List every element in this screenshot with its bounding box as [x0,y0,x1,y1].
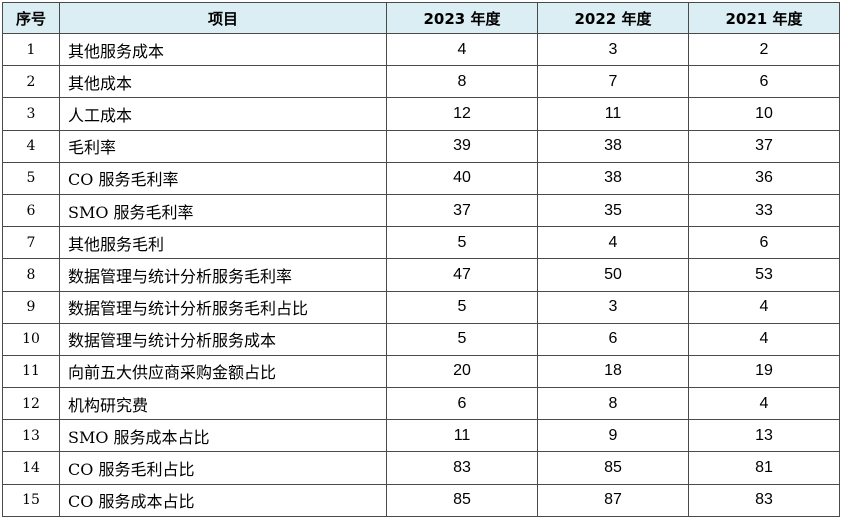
cell-seq: 7 [2,226,60,260]
cell-2022: 3 [537,32,689,67]
cell-item: 其他服务毛利 [59,226,387,260]
cell-item: SMO 服务成本占比 [59,419,387,453]
cell-2023: 5 [386,290,538,324]
cell-2021: 81 [688,451,840,485]
table-row: 6 SMO 服务毛利率 37 35 33 [2,193,840,228]
cell-2022: 4 [537,226,689,260]
cell-2021: 36 [688,161,840,195]
cell-item: 数据管理与统计分析服务毛利率 [59,258,387,292]
cell-item: 数据管理与统计分析服务成本 [59,322,387,356]
cell-2021: 37 [688,129,840,163]
cell-2022: 7 [537,65,689,99]
cell-2023: 37 [386,193,538,228]
table-row: 5 CO 服务毛利率 40 38 36 [2,161,840,195]
cell-2022: 11 [537,97,689,131]
cell-2023: 5 [386,322,538,356]
cell-2023: 40 [386,161,538,195]
cell-seq: 8 [2,258,60,292]
cell-2021: 4 [688,387,840,421]
table-row: 4 毛利率 39 38 37 [2,129,840,163]
cell-seq: 13 [2,419,60,453]
header-row: 序号 项目 2023 年度 2022 年度 2021 年度 [2,2,840,34]
cell-2023: 12 [386,97,538,131]
cell-item: 机构研究费 [59,387,387,421]
table-row: 1 其他服务成本 4 3 2 [2,32,840,67]
table-row: 10 数据管理与统计分析服务成本 5 6 4 [2,322,840,356]
cell-item: SMO 服务毛利率 [59,193,387,228]
cell-seq: 2 [2,65,60,99]
cell-2022: 6 [537,322,689,356]
cell-item: 人工成本 [59,97,387,131]
cell-item: 数据管理与统计分析服务毛利占比 [59,290,387,324]
cell-seq: 6 [2,193,60,228]
cell-2023: 85 [386,483,538,517]
cell-item: 其他服务成本 [59,32,387,67]
header-2021: 2021 年度 [688,2,840,34]
cell-2023: 11 [386,419,538,453]
cell-2021: 19 [688,354,840,389]
cell-2023: 20 [386,354,538,389]
cell-item: CO 服务毛利占比 [59,451,387,485]
table-row: 13 SMO 服务成本占比 11 9 13 [2,419,840,453]
cell-2021: 33 [688,193,840,228]
cell-2023: 5 [386,226,538,260]
table-row: 3 人工成本 12 11 10 [2,97,840,131]
cell-seq: 12 [2,387,60,421]
cell-item: 毛利率 [59,129,387,163]
table-row: 15 CO 服务成本占比 85 87 83 [2,483,840,517]
cell-2021: 6 [688,65,840,99]
cell-item: CO 服务毛利率 [59,161,387,195]
cell-item: CO 服务成本占比 [59,483,387,517]
cell-item: 向前五大供应商采购金额占比 [59,354,387,389]
table-row: 14 CO 服务毛利占比 83 85 81 [2,451,840,485]
cell-2023: 47 [386,258,538,292]
cell-2021: 2 [688,32,840,67]
cell-2021: 4 [688,290,840,324]
cell-2022: 50 [537,258,689,292]
cell-2021: 53 [688,258,840,292]
cell-2022: 35 [537,193,689,228]
cell-seq: 11 [2,354,60,389]
cell-2023: 39 [386,129,538,163]
cell-2022: 3 [537,290,689,324]
cell-2023: 83 [386,451,538,485]
cell-seq: 3 [2,97,60,131]
cell-2022: 38 [537,129,689,163]
cell-2022: 38 [537,161,689,195]
cell-2021: 6 [688,226,840,260]
cell-2023: 8 [386,65,538,99]
cell-seq: 15 [2,483,60,517]
cell-2023: 6 [386,387,538,421]
header-2022: 2022 年度 [537,2,689,34]
cell-2022: 18 [537,354,689,389]
cell-seq: 10 [2,322,60,356]
cell-2021: 4 [688,322,840,356]
cell-2022: 8 [537,387,689,421]
cell-seq: 4 [2,129,60,163]
table-row: 8 数据管理与统计分析服务毛利率 47 50 53 [2,258,840,292]
table-row: 9 数据管理与统计分析服务毛利占比 5 3 4 [2,290,840,324]
header-item: 项目 [59,2,387,34]
cell-2023: 4 [386,32,538,67]
table-row: 11 向前五大供应商采购金额占比 20 18 19 [2,354,840,389]
table-body: 1 其他服务成本 4 3 2 2 其他成本 8 7 6 3 人工成本 12 11 10 4 毛利率 39 38 37 5… [2,32,840,517]
cell-seq: 14 [2,451,60,485]
cell-2022: 85 [537,451,689,485]
header-seq: 序号 [2,2,60,34]
cell-2021: 83 [688,483,840,517]
cell-seq: 1 [2,32,60,67]
cell-item: 其他成本 [59,65,387,99]
cell-2021: 10 [688,97,840,131]
table-row: 2 其他成本 8 7 6 [2,65,840,99]
header-2023: 2023 年度 [386,2,538,34]
table-row: 12 机构研究费 6 8 4 [2,387,840,421]
cell-2022: 9 [537,419,689,453]
cell-2021: 13 [688,419,840,453]
table-row: 7 其他服务毛利 5 4 6 [2,226,840,260]
cell-seq: 5 [2,161,60,195]
cell-seq: 9 [2,290,60,324]
cell-2022: 87 [537,483,689,517]
